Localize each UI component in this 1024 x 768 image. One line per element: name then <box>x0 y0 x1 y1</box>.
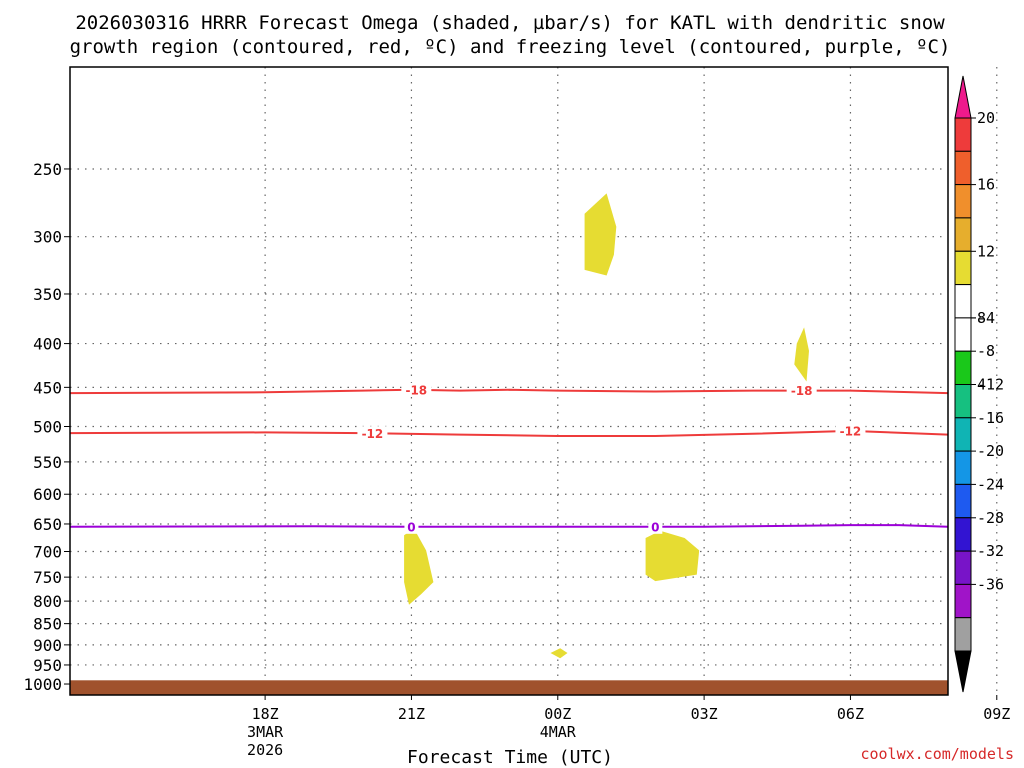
contour-zero-label-0: 0 <box>407 520 415 534</box>
x-tick-label-06Z: 06Z <box>837 705 864 723</box>
y-tick-label-750: 750 <box>33 568 62 587</box>
y-tick-label-250: 250 <box>33 160 62 179</box>
colorbar-segment-6 <box>954 317 972 352</box>
colorbar-segment-2 <box>954 184 972 219</box>
colorbar-segment-3 <box>954 217 972 252</box>
colorbar-top-arrow <box>954 75 972 119</box>
x-tick-sublabel-3MAR: 3MAR <box>247 723 284 741</box>
y-tick-label-500: 500 <box>33 417 62 436</box>
colorbar-label-9: -20 <box>977 442 1004 460</box>
colorbar-label-12: -32 <box>977 542 1004 560</box>
contour-minus-12-label-bg-0 <box>357 426 388 441</box>
y-tick-label-450: 450 <box>33 378 62 397</box>
colorbar-label-8: -16 <box>977 409 1004 427</box>
colorbar-label-1: 16 <box>977 176 995 194</box>
x-tick-label-09Z: 09Z <box>983 705 1010 723</box>
y-tick-label-1000: 1000 <box>23 675 62 694</box>
colorbar-segment-10 <box>954 450 972 485</box>
contour-minus-18-label-1: -18 <box>791 384 813 398</box>
plot-frame <box>69 66 949 696</box>
y-tick-label-900: 900 <box>33 636 62 655</box>
omega-area-720-a <box>404 528 434 605</box>
contour-zero-label-bg-1 <box>648 519 663 534</box>
ground-shading <box>70 680 948 695</box>
x-tick-label-18Z: 18Z <box>252 705 279 723</box>
contour-minus-12-label-0: -12 <box>362 427 384 441</box>
colorbar-segment-4 <box>954 250 972 286</box>
chart-title-line-2: growth region (contoured, red, ºC) and f… <box>70 36 951 58</box>
colorbar-label-3: 8 <box>977 309 986 327</box>
colorbar-label-11: -28 <box>977 509 1004 527</box>
colorbar-segment-0 <box>954 117 972 152</box>
colorbar-label-4: 4 <box>977 376 986 394</box>
y-tick-label-850: 850 <box>33 615 62 634</box>
omega-area-920 <box>550 648 568 659</box>
y-tick-label-400: 400 <box>33 335 62 354</box>
colorbar-label-2: 12 <box>977 242 995 260</box>
omega-area-300 <box>584 193 617 276</box>
y-tick-label-650: 650 <box>33 515 62 534</box>
colorbar: 20 16 12 8 4 -4 -8 -12 -16 -20 -24 -28 -32 -36 <box>954 75 1004 693</box>
colorbar-label-10: -24 <box>977 475 1004 493</box>
x-tick-label-00Z: 00Z <box>544 705 571 723</box>
colorbar-segment-9 <box>954 417 972 452</box>
contour-zero-label-bg-0 <box>404 519 419 534</box>
contour-zero <box>69 524 949 528</box>
colorbar-label-0: 20 <box>977 109 995 127</box>
colorbar-segment-14 <box>954 583 972 619</box>
y-tick-label-600: 600 <box>33 485 62 504</box>
colorbar-label-6: -8 <box>977 342 995 360</box>
colorbar-label-13: -36 <box>977 575 1004 593</box>
x-tick-label-03Z: 03Z <box>691 705 718 723</box>
y-tick-label-700: 700 <box>33 543 62 562</box>
contour-minus-18-label-0: -18 <box>405 383 427 397</box>
credit-text: coolwx.com/models <box>860 745 1014 763</box>
contour-minus-18 <box>69 388 949 395</box>
omega-shading <box>404 193 809 659</box>
contour-minus-18-label-bg-1 <box>786 383 817 398</box>
x-tick-label-21Z: 21Z <box>398 705 425 723</box>
y-axis-ticks: 250 300 350 400 450 500 550 600 650 700 750 800 850 9… <box>23 160 70 694</box>
colorbar-segment-1 <box>954 150 972 186</box>
contour-zero-label-1: 0 <box>651 520 659 534</box>
temperature-contours: -18 -18 -12 -12 0 0 <box>69 382 949 534</box>
colorbar-segment-13 <box>954 550 972 585</box>
x-axis-label: Forecast Time (UTC) <box>407 747 613 768</box>
colorbar-segment-8 <box>954 384 972 419</box>
omega-area-420 <box>794 327 809 382</box>
omega-area-720-b <box>645 530 700 582</box>
contour-minus-18-label-bg-0 <box>401 382 432 397</box>
y-tick-label-350: 350 <box>33 285 62 304</box>
colorbar-label-7: -12 <box>977 376 1004 394</box>
colorbar-label-5: -4 <box>977 309 995 327</box>
y-tick-label-800: 800 <box>33 592 62 611</box>
colorbar-bottom-arrow <box>954 650 972 693</box>
contour-minus-12-label-bg-1 <box>835 423 866 438</box>
contour-minus-12 <box>69 429 949 437</box>
grid-lines <box>70 67 998 695</box>
colorbar-segment-11 <box>954 483 972 519</box>
colorbar-segment-7 <box>954 350 972 386</box>
x-tick-sublabel-4MAR: 4MAR <box>540 723 577 741</box>
y-tick-label-550: 550 <box>33 453 62 472</box>
colorbar-segment-5 <box>954 284 972 319</box>
x-tick-sublabel-2026: 2026 <box>247 741 283 759</box>
contour-minus-12-label-1: -12 <box>840 424 862 438</box>
chart-title-line-1: 2026030316 HRRR Forecast Omega (shaded, … <box>75 12 945 34</box>
y-tick-label-300: 300 <box>33 228 62 247</box>
colorbar-segment-15 <box>954 617 972 652</box>
y-tick-label-950: 950 <box>33 656 62 675</box>
colorbar-segment-12 <box>954 517 972 552</box>
